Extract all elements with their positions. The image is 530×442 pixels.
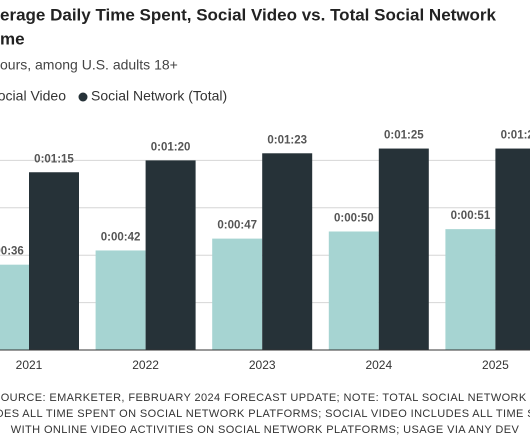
chart-title: erage Daily Time Spent, Social Video vs.… bbox=[0, 5, 497, 24]
source-note: WITH ONLINE VIDEO ACTIVITIES ON SOCIAL N… bbox=[11, 424, 520, 436]
x-tick-label: 2025 bbox=[482, 358, 509, 372]
data-label: 0:01:20 bbox=[151, 141, 191, 153]
data-label: 0:00:36 bbox=[0, 246, 24, 258]
chart-title: me bbox=[0, 29, 25, 48]
data-label: 0:00:47 bbox=[217, 220, 257, 232]
data-label: 0:01:25 bbox=[384, 130, 424, 142]
bar bbox=[262, 153, 313, 350]
data-label: 0:00:51 bbox=[451, 210, 491, 222]
x-tick-label: 2023 bbox=[249, 358, 276, 372]
bar bbox=[495, 148, 530, 350]
x-tick-label: 2022 bbox=[132, 358, 159, 372]
source-note: UDES ALL TIME SPENT ON SOCIAL NETWORK PL… bbox=[0, 408, 530, 420]
chart-subtitle: ours, among U.S. adults 18+ bbox=[0, 57, 178, 73]
legend-swatch bbox=[78, 92, 88, 102]
legend-label: Social Network (Total) bbox=[91, 88, 227, 104]
x-tick-label: 2021 bbox=[16, 358, 43, 372]
bar bbox=[212, 238, 263, 350]
data-label: 0:01:23 bbox=[267, 134, 307, 146]
legend-label: Social Video bbox=[0, 88, 66, 104]
data-label: 0:00:42 bbox=[101, 231, 141, 243]
data-label: 0:01:25 bbox=[501, 130, 530, 142]
bar bbox=[0, 264, 29, 350]
bar bbox=[95, 250, 146, 350]
bar bbox=[29, 172, 79, 350]
bar bbox=[378, 148, 429, 350]
bar bbox=[328, 231, 379, 350]
data-label: 0:00:50 bbox=[334, 213, 374, 225]
bar bbox=[445, 229, 496, 350]
bar bbox=[145, 160, 196, 350]
x-tick-label: 2024 bbox=[365, 358, 392, 372]
source-note: SOURCE: EMARKETER, FEBRUARY 2024 FORECAS… bbox=[0, 392, 530, 404]
data-label: 0:01:15 bbox=[34, 153, 74, 165]
